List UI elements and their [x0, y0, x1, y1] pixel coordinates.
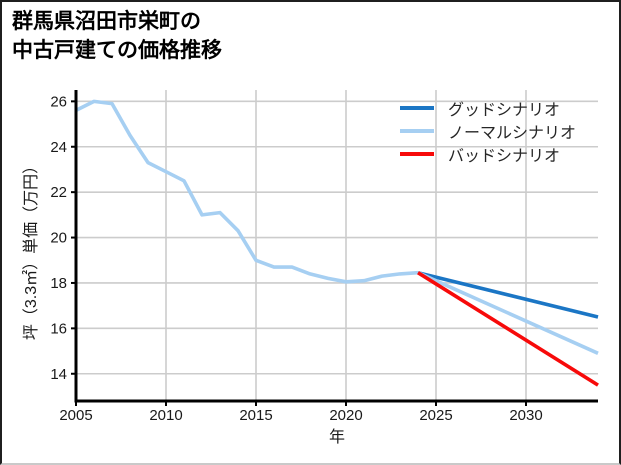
- series-bad-scenario: [417, 271, 599, 387]
- legend-line-swatch: [400, 105, 434, 110]
- y-tick-label: 18: [50, 275, 67, 292]
- legend-line-swatch: [400, 151, 434, 156]
- x-tick-label: 2020: [329, 407, 362, 424]
- series-historical: [75, 99, 419, 284]
- legend-item-label: バッドシナリオ: [448, 147, 561, 165]
- y-tick-label: 26: [50, 93, 67, 110]
- series-good-scenario: [417, 270, 599, 319]
- x-tick-label: 2030: [509, 407, 542, 424]
- y-tick-label: 16: [50, 320, 67, 337]
- y-tick-label: 14: [50, 366, 67, 383]
- y-axis-label: 坪（3.3㎡）単価（万円）: [23, 157, 40, 341]
- legend-item-label: グッドシナリオ: [448, 101, 561, 119]
- chart-title-line-1: 群馬県沼田市栄町の: [12, 10, 201, 33]
- series-normal-scenario: [417, 271, 599, 355]
- x-tick-label: 2025: [419, 407, 452, 424]
- x-axis-label: 年: [328, 429, 346, 446]
- y-tick-label: 24: [50, 139, 67, 156]
- legend-item-label: ノーマルシナリオ: [448, 124, 577, 142]
- x-tick-label: 2010: [149, 407, 182, 424]
- y-tick-label: 20: [50, 230, 67, 247]
- legend-item: バッドシナリオ: [400, 142, 576, 165]
- legend-line-swatch: [400, 128, 434, 133]
- x-tick-label: 2005: [59, 407, 92, 424]
- chart-title: 群馬県沼田市栄町の 中古戸建ての価格推移: [12, 8, 222, 66]
- chart-title-line-2: 中古戸建ての価格推移: [12, 38, 222, 62]
- legend: グッドシナリオ ノーマルシナリオ バッドシナリオ: [400, 96, 576, 165]
- y-tick-label: 22: [50, 184, 67, 201]
- legend-item: グッドシナリオ: [400, 96, 576, 119]
- x-tick-label: 2015: [239, 407, 272, 424]
- legend-item: ノーマルシナリオ: [400, 119, 576, 142]
